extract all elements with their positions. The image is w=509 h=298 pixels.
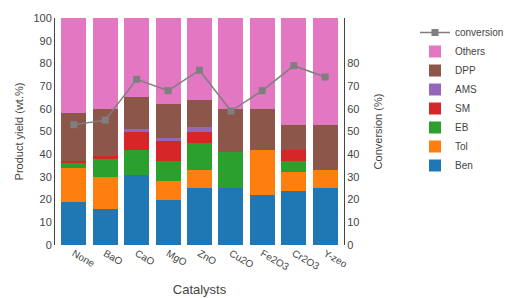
svg-text:Cu2O: Cu2O — [227, 248, 255, 271]
svg-text:60: 60 — [347, 103, 359, 115]
svg-text:CaO: CaO — [133, 248, 156, 268]
svg-text:BaO: BaO — [102, 248, 125, 268]
svg-text:conversion: conversion — [455, 27, 503, 38]
svg-text:ZnO: ZnO — [196, 248, 219, 267]
svg-text:80: 80 — [40, 57, 52, 69]
svg-text:100: 100 — [33, 12, 51, 24]
svg-text:10: 10 — [347, 216, 359, 228]
svg-text:20: 20 — [40, 193, 52, 205]
svg-text:10: 10 — [40, 216, 52, 228]
svg-text:Product yield (wt.%): Product yield (wt.%) — [13, 83, 25, 181]
svg-text:Catalysts: Catalysts — [173, 282, 227, 297]
svg-text:40: 40 — [40, 148, 52, 160]
svg-text:Y-zeo: Y-zeo — [322, 248, 350, 270]
svg-text:40: 40 — [347, 148, 359, 160]
svg-text:0: 0 — [347, 239, 353, 251]
svg-text:Cr2O3: Cr2O3 — [290, 248, 321, 272]
svg-text:50: 50 — [40, 125, 52, 137]
svg-text:Fe2O3: Fe2O3 — [259, 248, 291, 273]
svg-text:MgO: MgO — [165, 248, 189, 268]
svg-text:Conversion (%): Conversion (%) — [372, 94, 384, 170]
svg-text:50: 50 — [347, 125, 359, 137]
svg-text:30: 30 — [347, 171, 359, 183]
svg-text:60: 60 — [40, 103, 52, 115]
svg-text:AMS: AMS — [455, 84, 477, 95]
svg-text:80: 80 — [347, 57, 359, 69]
svg-text:Ben: Ben — [455, 160, 473, 171]
svg-text:Tol: Tol — [455, 141, 468, 152]
svg-text:70: 70 — [40, 80, 52, 92]
svg-text:90: 90 — [40, 35, 52, 47]
svg-text:70: 70 — [347, 80, 359, 92]
svg-text:0: 0 — [46, 239, 52, 251]
svg-text:DPP: DPP — [455, 65, 476, 76]
svg-text:Others: Others — [455, 46, 485, 57]
svg-text:None: None — [70, 248, 97, 270]
svg-text:30: 30 — [40, 171, 52, 183]
svg-text:20: 20 — [347, 193, 359, 205]
svg-text:EB: EB — [455, 122, 469, 133]
svg-text:SM: SM — [455, 103, 470, 114]
